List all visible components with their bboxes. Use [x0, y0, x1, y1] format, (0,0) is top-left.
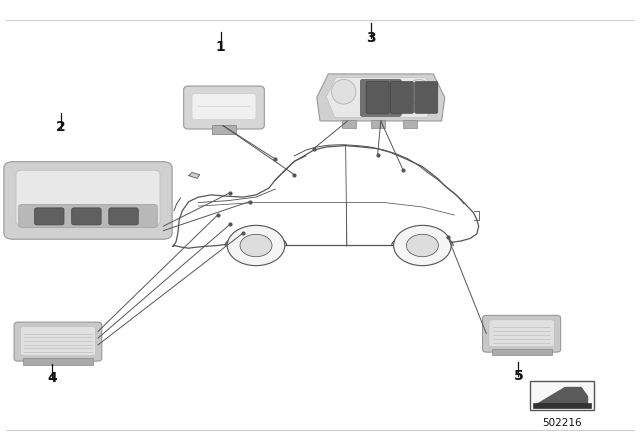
- Text: 5: 5: [513, 369, 524, 383]
- FancyBboxPatch shape: [360, 79, 401, 116]
- Text: 2: 2: [56, 121, 66, 134]
- Bar: [23, 358, 93, 365]
- FancyBboxPatch shape: [192, 94, 256, 120]
- FancyBboxPatch shape: [35, 208, 64, 225]
- Bar: [371, 120, 385, 128]
- Ellipse shape: [407, 79, 431, 104]
- FancyBboxPatch shape: [184, 86, 264, 129]
- FancyBboxPatch shape: [4, 162, 172, 239]
- FancyBboxPatch shape: [415, 82, 438, 113]
- FancyBboxPatch shape: [14, 322, 102, 361]
- Text: 502216: 502216: [542, 418, 582, 428]
- Bar: [530, 381, 594, 410]
- Circle shape: [406, 234, 438, 257]
- FancyBboxPatch shape: [19, 204, 157, 228]
- Circle shape: [394, 225, 451, 266]
- Circle shape: [227, 225, 285, 266]
- Polygon shape: [189, 172, 200, 178]
- Text: 4: 4: [47, 371, 58, 385]
- FancyBboxPatch shape: [16, 170, 160, 226]
- Bar: [403, 120, 417, 128]
- Bar: [533, 403, 591, 408]
- Bar: [342, 120, 356, 128]
- FancyBboxPatch shape: [366, 82, 389, 113]
- Ellipse shape: [332, 79, 356, 104]
- FancyBboxPatch shape: [109, 208, 138, 225]
- FancyBboxPatch shape: [72, 208, 101, 225]
- Polygon shape: [535, 388, 588, 405]
- Bar: [492, 349, 552, 355]
- Polygon shape: [317, 74, 445, 121]
- FancyBboxPatch shape: [489, 320, 554, 347]
- Text: 1: 1: [216, 40, 226, 54]
- FancyBboxPatch shape: [390, 82, 413, 113]
- Bar: [212, 125, 236, 134]
- Text: 3: 3: [366, 31, 376, 45]
- FancyBboxPatch shape: [483, 315, 561, 352]
- FancyBboxPatch shape: [20, 327, 95, 356]
- Circle shape: [240, 234, 272, 257]
- Polygon shape: [326, 78, 435, 117]
